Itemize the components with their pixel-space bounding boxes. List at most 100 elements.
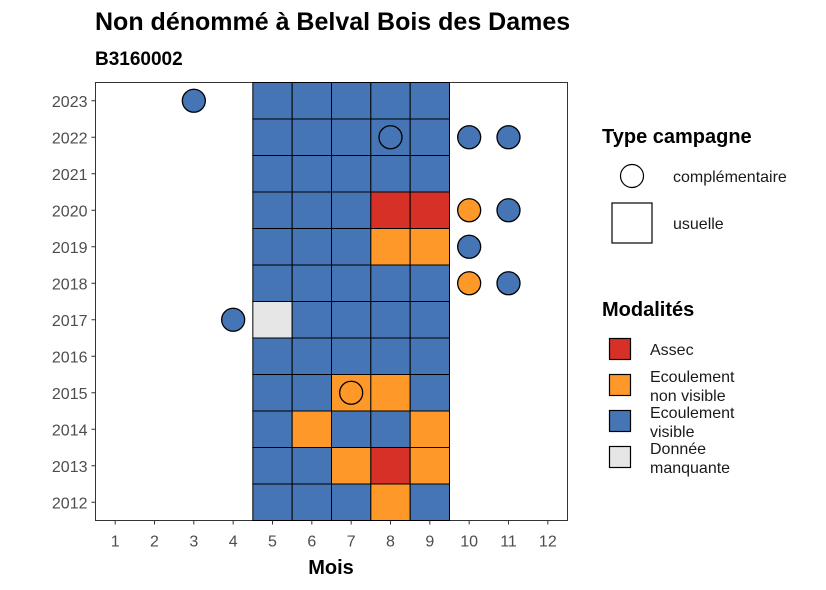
legend-key-0 (608, 337, 632, 361)
tile-2017-7 (331, 301, 372, 339)
legend-modalites-title: Modalités (602, 299, 694, 321)
tile-2020-5 (252, 191, 293, 229)
tile-2019-7 (331, 228, 372, 266)
x-tick-label-12: 12 (539, 534, 557, 551)
tile-2019-6 (291, 228, 332, 266)
tile-2020-6 (291, 191, 332, 229)
tile-2019-8 (370, 228, 411, 266)
tile-2021-5 (252, 155, 293, 193)
tile-2015-9 (409, 374, 450, 412)
point-2022-8 (378, 125, 403, 150)
tile-2012-8 (370, 483, 411, 521)
tile-2018-8 (370, 264, 411, 302)
tile-2013-8 (370, 447, 411, 485)
tile-2021-8 (370, 155, 411, 193)
x-axis: 1 2 3 4 5 6 7 8 9 10 11 12 (111, 520, 557, 551)
tile-2023-9 (409, 82, 450, 120)
point-2018-10 (457, 271, 482, 296)
legend-label-2-1: visible (650, 424, 695, 441)
y-tick-label-2015: 2015 (52, 386, 88, 403)
chart-title: Non dénommé à Belval Bois des Dames (95, 8, 570, 36)
legend-circle-key (619, 163, 645, 189)
y-tick-label-2018: 2018 (52, 276, 88, 293)
x-tick-label-3: 3 (189, 534, 198, 551)
point-2018-11 (496, 271, 521, 296)
tile-2022-9 (409, 118, 450, 156)
tile-2012-7 (331, 483, 372, 521)
tile-layer (252, 82, 450, 521)
x-tick-label-8: 8 (386, 534, 395, 551)
tile-2013-7 (331, 447, 372, 485)
tile-2022-5 (252, 118, 293, 156)
point-2020-10 (457, 198, 482, 223)
tile-2014-8 (370, 410, 411, 448)
point-2023-3 (181, 88, 206, 113)
tile-2017-9 (409, 301, 450, 339)
legend-type-label-usuelle: usuelle (673, 216, 724, 233)
legend-label-1-0: Ecoulement (650, 369, 735, 386)
x-tick-label-1: 1 (111, 534, 120, 551)
y-tick-label-2023: 2023 (52, 94, 88, 111)
tile-2023-7 (331, 82, 372, 120)
x-tick-label-5: 5 (268, 534, 277, 551)
y-tick-label-2017: 2017 (52, 313, 88, 330)
legend-key-3 (608, 445, 632, 469)
tile-2023-6 (291, 82, 332, 120)
legend-key-2 (608, 409, 632, 433)
tile-2017-5 (252, 301, 293, 339)
y-tick-label-2016: 2016 (52, 349, 88, 366)
tile-2021-9 (409, 155, 450, 193)
chart-subtitle: B3160002 (95, 49, 183, 70)
tile-2016-6 (291, 337, 332, 375)
legend-type-label-complementaire: complémentaire (673, 169, 787, 186)
tile-2014-9 (409, 410, 450, 448)
y-tick-label-2022: 2022 (52, 130, 88, 147)
tile-2023-5 (252, 82, 293, 120)
y-tick-label-2020: 2020 (52, 203, 88, 220)
x-tick-label-6: 6 (307, 534, 316, 551)
tile-2023-8 (370, 82, 411, 120)
legend-square-key (611, 202, 653, 244)
tile-2014-6 (291, 410, 332, 448)
point-2017-4 (221, 307, 246, 332)
y-tick-label-2012: 2012 (52, 495, 88, 512)
tile-2014-5 (252, 410, 293, 448)
x-tick-label-11: 11 (500, 534, 517, 551)
tile-2014-7 (331, 410, 372, 448)
legend-key-1 (608, 373, 632, 397)
legend-label-3-0: Donnée (650, 441, 706, 458)
tile-2013-9 (409, 447, 450, 485)
tile-2021-6 (291, 155, 332, 193)
tile-2015-6 (291, 374, 332, 412)
tile-2018-9 (409, 264, 450, 302)
point-2022-10 (457, 125, 482, 150)
x-tick-label-4: 4 (229, 534, 238, 551)
legend-label-3-1: manquante (650, 460, 730, 477)
tile-2019-5 (252, 228, 293, 266)
tile-2018-7 (331, 264, 372, 302)
tile-2016-5 (252, 337, 293, 375)
tile-2022-6 (291, 118, 332, 156)
point-2022-11 (496, 125, 521, 150)
legend-label-0: Assec (650, 342, 694, 359)
tile-2013-6 (291, 447, 332, 485)
legend-label-2-0: Ecoulement (650, 405, 735, 422)
y-tick-label-2019: 2019 (52, 240, 88, 257)
legend-type-title: Type campagne (602, 126, 752, 148)
y-axis: 2012 2013 2014 2015 2016 2017 2018 2019 2020 2021… (52, 94, 96, 512)
x-axis-title: Mois (308, 557, 354, 579)
tile-2020-8 (370, 191, 411, 229)
tile-2018-6 (291, 264, 332, 302)
x-tick-label-10: 10 (460, 534, 478, 551)
x-tick-label-2: 2 (150, 534, 159, 551)
x-tick-label-7: 7 (347, 534, 356, 551)
tile-2012-6 (291, 483, 332, 521)
tile-2013-5 (252, 447, 293, 485)
tile-2012-9 (409, 483, 450, 521)
tile-2019-9 (409, 228, 450, 266)
tile-2016-7 (331, 337, 372, 375)
point-2020-11 (496, 198, 521, 223)
tile-2020-7 (331, 191, 372, 229)
